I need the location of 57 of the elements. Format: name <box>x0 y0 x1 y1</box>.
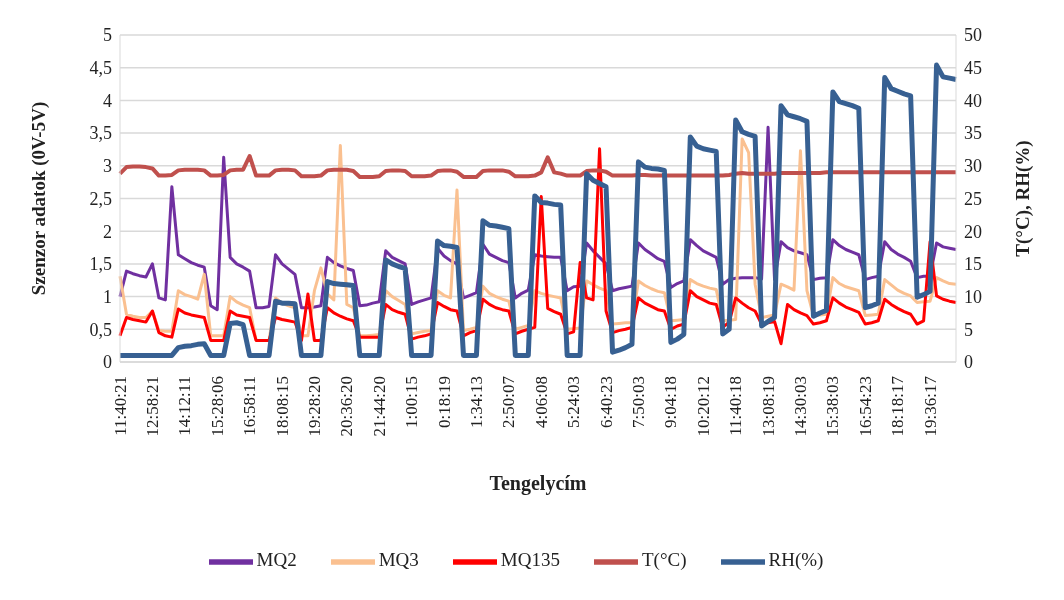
x-tick-label: 11:40:18 <box>726 376 746 436</box>
x-tick-label: 11:40:21 <box>110 376 130 436</box>
y-tick-label: 4,5 <box>89 58 112 79</box>
x-tick-label: 6:40:23 <box>596 376 616 428</box>
y-tick-label: 1 <box>103 286 112 307</box>
x-tick-label: 5:24:03 <box>564 376 584 428</box>
y2-tick-label: 45 <box>964 58 982 79</box>
x-tick-label: 19:28:20 <box>304 376 324 437</box>
y2-tick-label: 10 <box>964 286 982 307</box>
legend-label: T(°C) <box>641 549 687 571</box>
y-tick-label: 0 <box>103 352 112 373</box>
x-tick-label: 9:04:18 <box>661 376 681 428</box>
x-tick-label: 1:34:13 <box>466 376 486 428</box>
x-tick-label: 15:28:06 <box>207 376 227 437</box>
x-tick-label: 16:54:23 <box>855 376 875 437</box>
y2-tick-label: 35 <box>964 123 982 144</box>
y2-tick-label: 50 <box>964 25 982 46</box>
line-series <box>118 153 958 179</box>
x-tick-label: 18:18:17 <box>888 375 908 437</box>
x-tick-label: 21:44:20 <box>369 376 389 437</box>
x-tick-label: 20:36:20 <box>337 376 357 437</box>
legend-label: RH(%) <box>768 549 824 571</box>
y2-axis-title: T(°C), RH(%) <box>1011 140 1034 257</box>
x-tick-label: 4:06:08 <box>531 376 551 428</box>
y-tick-label: 3,5 <box>89 123 112 144</box>
x-tick-label: 12:58:21 <box>142 376 162 437</box>
y2-tick-label: 5 <box>964 319 973 340</box>
y-axis-title: Szenzor adatok (0V-5V) <box>27 101 50 296</box>
legend-label: MQ2 <box>256 549 297 571</box>
y2-tick-label: 40 <box>964 90 982 111</box>
y2-tick-label: 0 <box>964 352 973 373</box>
x-tick-label: 2:50:07 <box>499 375 519 428</box>
y-tick-label: 0,5 <box>89 319 112 340</box>
y2-tick-label: 20 <box>964 221 982 242</box>
x-tick-label: 19:36:17 <box>920 375 940 437</box>
y-tick-label: 4 <box>103 90 112 111</box>
x-axis-title: Tengelycím <box>489 472 587 495</box>
x-tick-label: 10:20:12 <box>693 376 713 437</box>
y-tick-label: 3 <box>103 156 112 177</box>
y-tick-label: 2,5 <box>89 188 112 209</box>
x-tick-label: 18:08:15 <box>272 376 292 437</box>
y-tick-label: 2 <box>103 221 112 242</box>
y2-tick-label: 30 <box>964 156 982 177</box>
x-tick-label: 13:08:19 <box>758 376 778 437</box>
x-tick-label: 16:58:11 <box>240 376 260 436</box>
legend-label: MQ135 <box>500 549 560 571</box>
x-tick-label: 1:00:15 <box>402 376 422 428</box>
x-tick-label: 0:18:19 <box>434 376 454 428</box>
y-tick-label: 5 <box>103 25 112 46</box>
x-tick-label: 14:12:11 <box>175 376 195 436</box>
y-tick-label: 1,5 <box>89 254 112 275</box>
x-tick-label: 7:50:03 <box>628 376 648 428</box>
y2-tick-label: 25 <box>964 188 982 209</box>
x-tick-label: 14:30:03 <box>790 376 810 437</box>
y2-tick-label: 15 <box>964 254 982 275</box>
legend-label: MQ3 <box>378 549 419 571</box>
x-tick-label: 15:38:03 <box>823 376 843 437</box>
